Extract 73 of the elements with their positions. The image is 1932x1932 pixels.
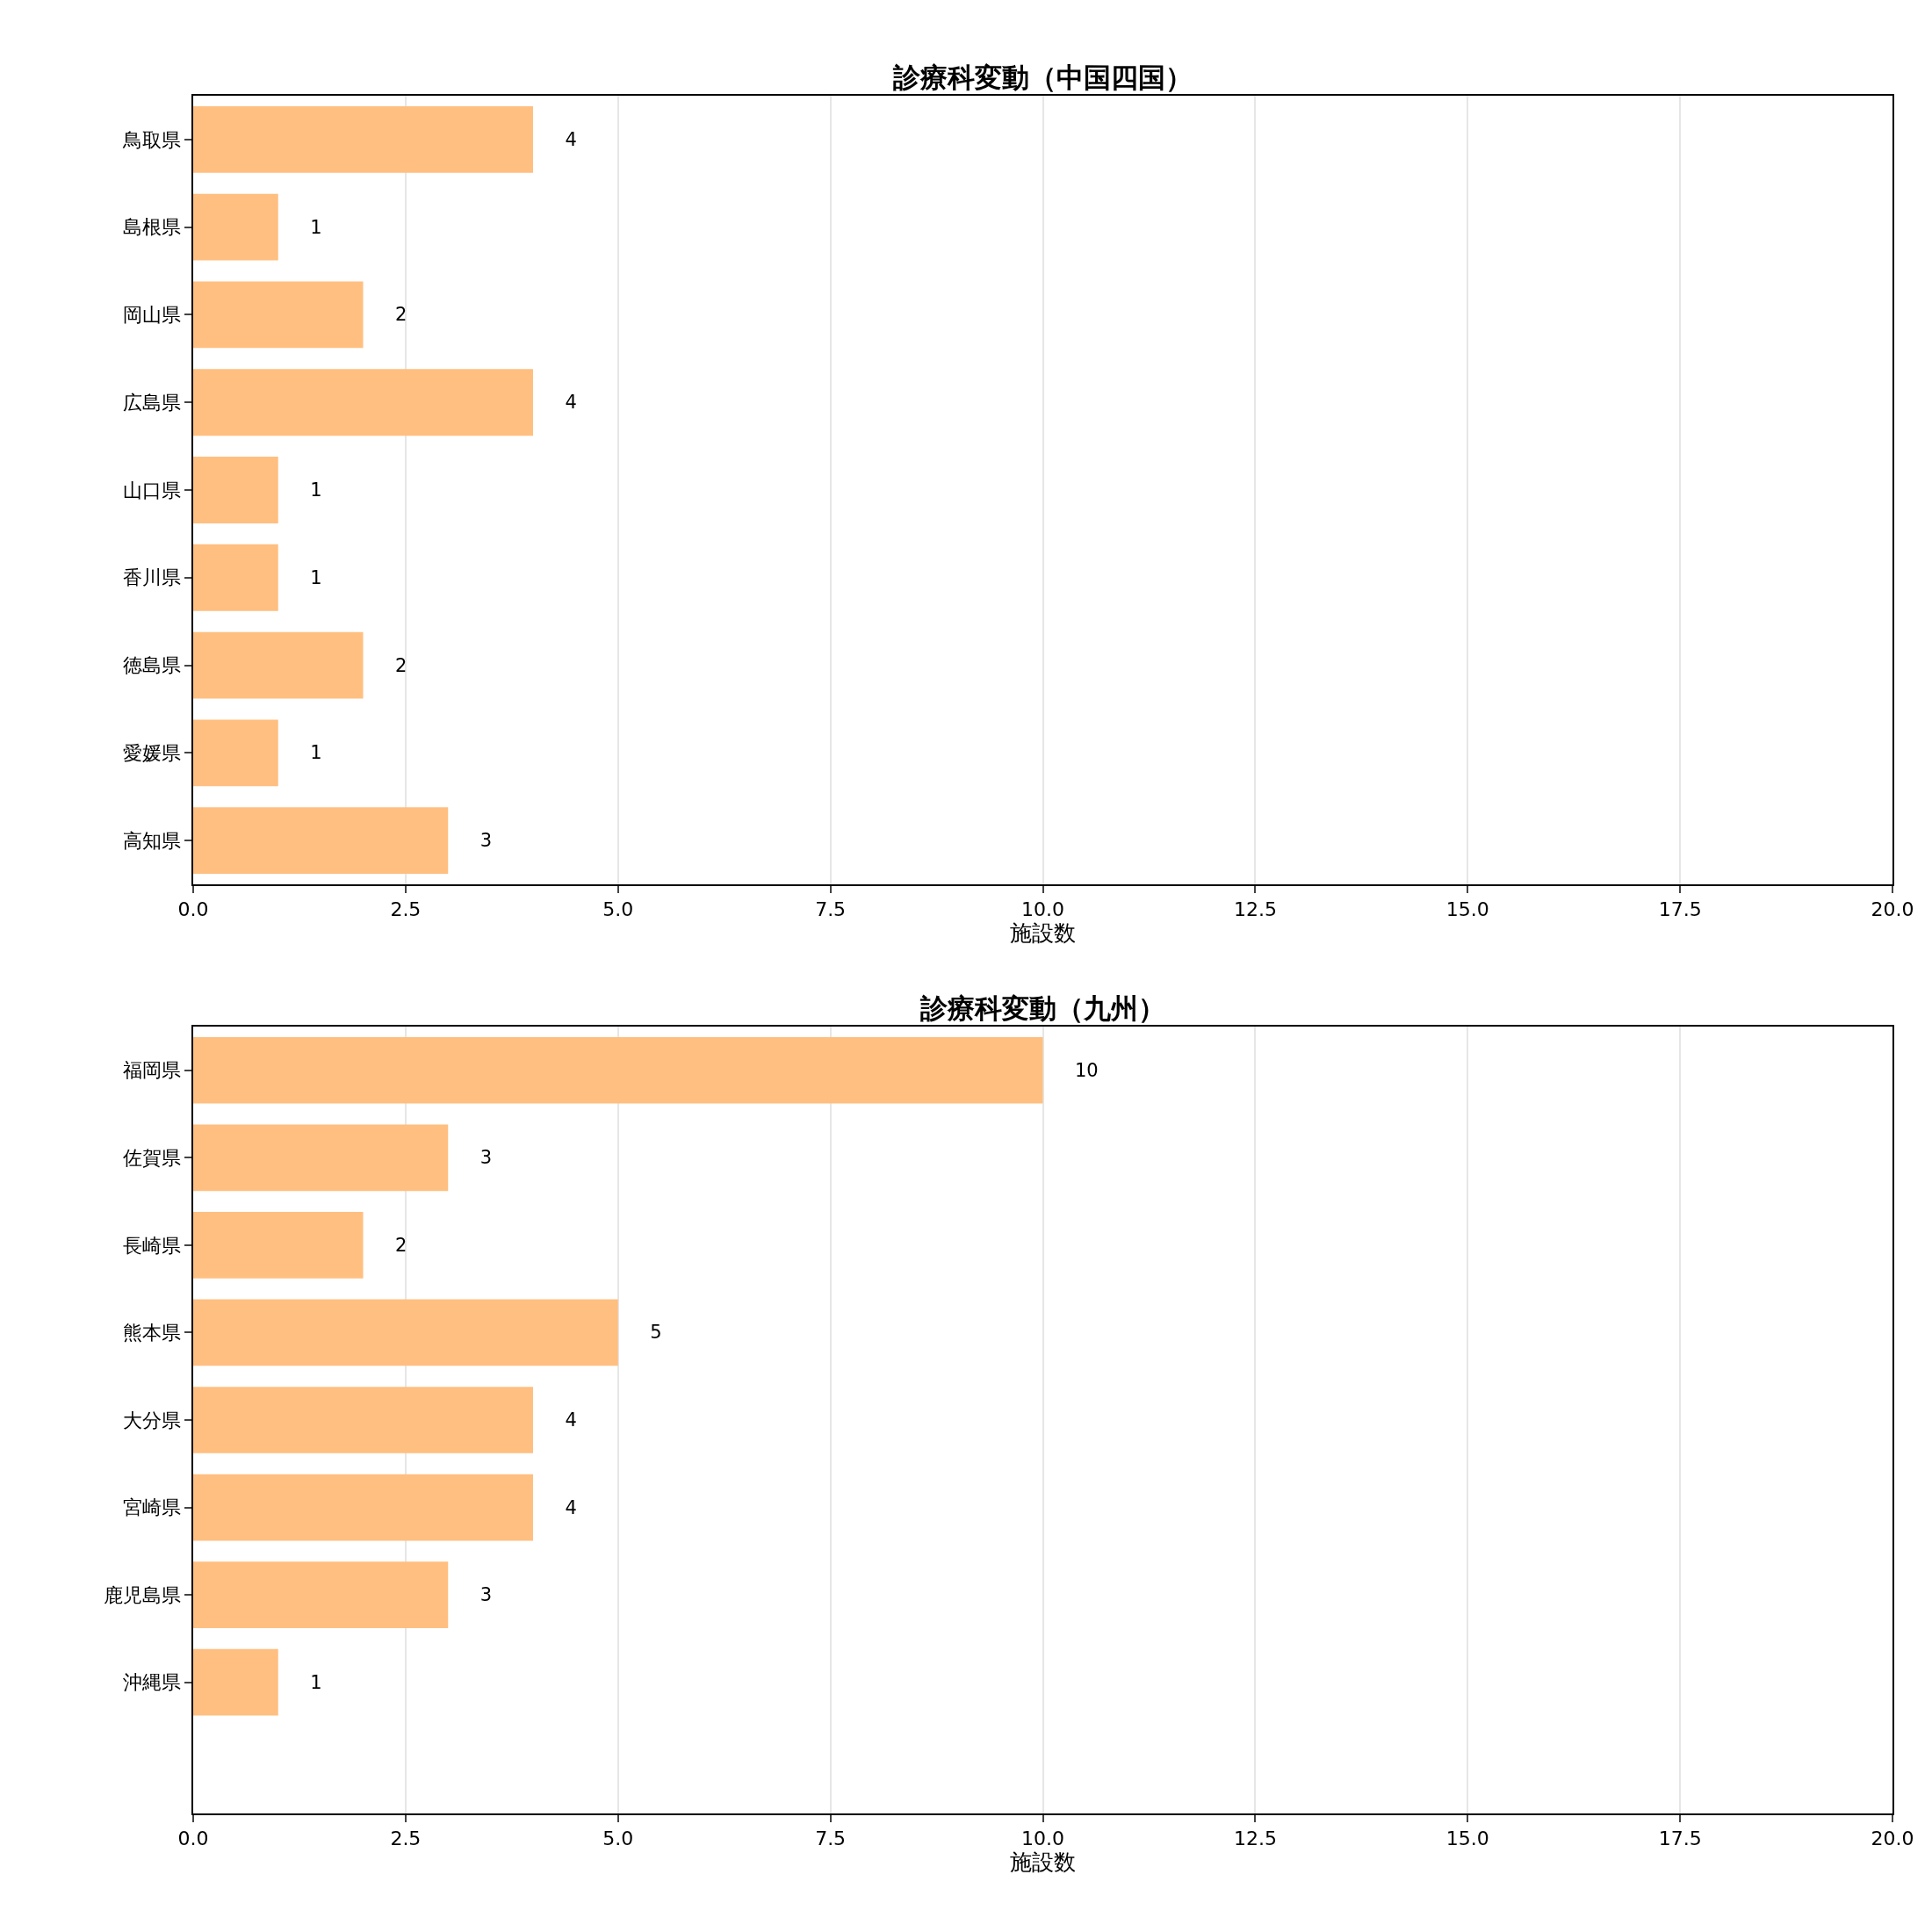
bar: [193, 281, 364, 349]
bar: [193, 457, 278, 523]
bar: [193, 1124, 449, 1192]
x-tick-label: 12.5: [1233, 898, 1277, 921]
y-tick-label: 広島県: [122, 391, 181, 414]
y-tick-label: 高知県: [122, 829, 181, 852]
x-axis-title: 施設数: [1010, 920, 1076, 947]
x-tick-label: 0.0: [177, 1827, 209, 1850]
y-tick-label: 鳥取県: [121, 128, 181, 151]
bar: [193, 719, 278, 787]
data-label: 4: [536, 128, 577, 150]
data-label: 3: [451, 830, 492, 852]
y-tick-label: 愛媛県: [122, 742, 181, 765]
x-tick-label: 2.5: [390, 898, 422, 921]
bar: [193, 1299, 618, 1366]
bar: [193, 544, 278, 611]
data-label: 1: [280, 566, 322, 588]
bar: [193, 807, 449, 875]
data-label: 2: [365, 1234, 407, 1256]
x-tick-label: 7.5: [815, 898, 847, 921]
data-label: 4: [536, 392, 577, 414]
y-tick-label: 鹿児島県: [103, 1583, 181, 1606]
chart-title: 診療科変動（九州）: [919, 992, 1165, 1024]
bar: [193, 1648, 278, 1716]
bar: [193, 1036, 1043, 1104]
x-tick-label: 17.5: [1658, 898, 1702, 921]
data-label: 1: [280, 1671, 322, 1693]
bar: [193, 193, 278, 261]
y-tick-label: 宮崎県: [122, 1496, 181, 1519]
bar: [193, 631, 364, 699]
y-tick-label: 島根県: [122, 216, 181, 239]
x-tick-label: 17.5: [1658, 1827, 1702, 1850]
data-label: 2: [365, 654, 407, 676]
y-tick-label: 佐賀県: [122, 1147, 181, 1170]
x-tick-label: 12.5: [1233, 1827, 1277, 1850]
x-tick-label: 2.5: [390, 1827, 422, 1850]
y-tick-label: 山口県: [122, 479, 181, 501]
x-tick-label: 0.0: [177, 898, 209, 921]
data-label: 5: [620, 1322, 662, 1344]
bar: [193, 1387, 533, 1453]
x-tick-label: 15.0: [1445, 1827, 1489, 1850]
bar: [193, 369, 533, 436]
x-tick-label: 20.0: [1871, 898, 1914, 921]
data-label: 1: [280, 742, 322, 764]
bar: [193, 105, 533, 173]
x-tick-label: 5.0: [602, 898, 634, 921]
bar: [193, 1474, 533, 1541]
y-tick-label: 香川県: [122, 566, 181, 589]
y-tick-label: 岡山県: [122, 304, 181, 327]
data-label: 1: [280, 216, 322, 238]
data-label: 1: [280, 479, 322, 501]
data-label: 10: [1045, 1059, 1099, 1081]
y-tick-label: 福岡県: [122, 1059, 181, 1082]
data-label: 2: [365, 304, 407, 326]
data-label: 3: [451, 1147, 492, 1169]
chart-title: 診療科変動（中国四国）: [892, 61, 1193, 93]
x-tick-label: 7.5: [815, 1827, 847, 1850]
x-axis-title: 施設数: [1010, 1849, 1076, 1876]
x-tick-label: 5.0: [602, 1827, 634, 1850]
bar: [193, 1212, 364, 1279]
y-tick-label: 長崎県: [122, 1234, 181, 1257]
x-tick-label: 20.0: [1871, 1827, 1914, 1850]
data-label: 4: [536, 1496, 577, 1518]
y-tick-label: 沖縄県: [122, 1671, 181, 1694]
y-tick-label: 熊本県: [122, 1322, 181, 1344]
data-label: 3: [451, 1584, 492, 1606]
x-tick-label: 10.0: [1021, 1827, 1064, 1850]
data-label: 4: [536, 1409, 577, 1431]
y-tick-label: 徳島県: [122, 654, 181, 677]
x-tick-label: 15.0: [1445, 898, 1489, 921]
y-tick-label: 大分県: [122, 1409, 181, 1431]
x-tick-label: 10.0: [1021, 898, 1064, 921]
bar: [193, 1561, 449, 1628]
